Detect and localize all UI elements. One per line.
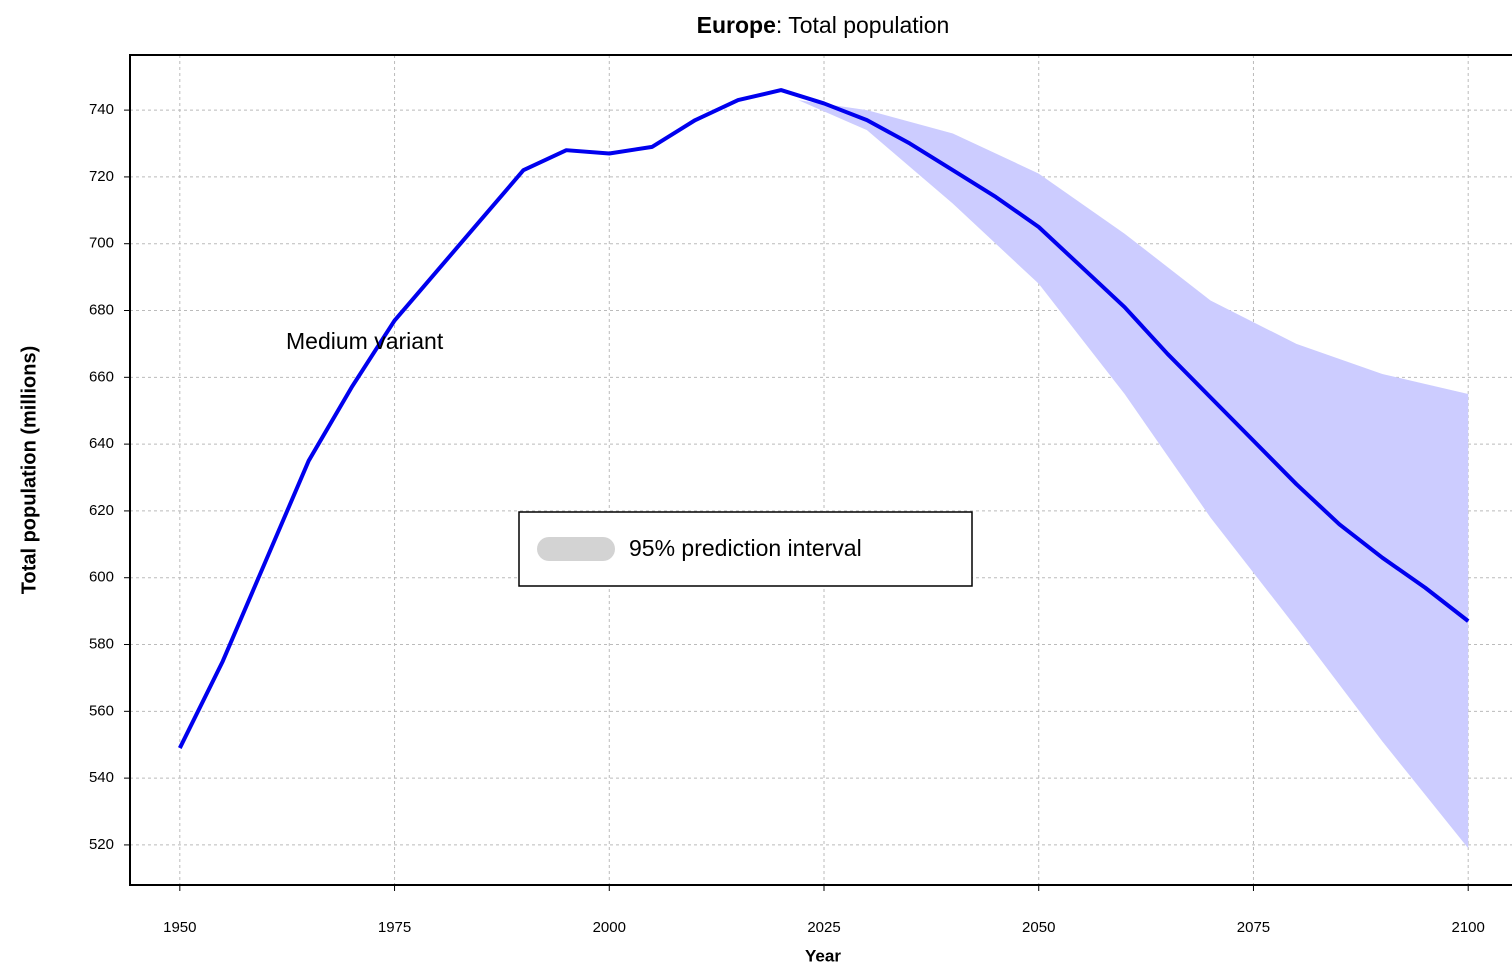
x-tick-label: 2025: [807, 919, 840, 936]
y-tick-label: 660: [89, 368, 114, 385]
x-axis-label: Year: [805, 946, 841, 965]
x-tick-label: 2000: [593, 919, 626, 936]
marks: [178, 88, 1470, 849]
y-tick-label: 740: [89, 101, 114, 118]
y-tick-label: 540: [89, 769, 114, 786]
y-tick-label: 580: [89, 635, 114, 652]
x-tick-label: 2075: [1237, 919, 1270, 936]
y-tick-label: 720: [89, 168, 114, 185]
y-tick-label: 600: [89, 569, 114, 586]
y-tick-label: 700: [89, 235, 114, 252]
title-bold: Europe: [697, 12, 776, 38]
chart-title: Europe: Total population: [697, 12, 950, 38]
y-tick-label: 640: [89, 435, 114, 452]
x-tick-label: 2100: [1452, 919, 1485, 936]
prediction-band: [798, 100, 1469, 849]
y-tick-label: 680: [89, 301, 114, 318]
x-tick-label: 1975: [378, 919, 411, 936]
plot-frame: [129, 54, 1512, 886]
y-tick-label: 560: [89, 702, 114, 719]
x-tick-label: 1950: [163, 919, 196, 936]
y-axis-label: Total population (millions): [18, 346, 40, 595]
y-tick-label: 620: [89, 502, 114, 519]
annotation: Medium variant: [286, 328, 444, 354]
x-tick-label: 2050: [1022, 919, 1055, 936]
y-tick-label: 520: [89, 836, 114, 853]
legend-label: 95% prediction interval: [629, 535, 862, 561]
title-rest: : Total population: [776, 12, 950, 38]
series-line: [178, 88, 1470, 749]
legend-swatch: [537, 537, 615, 561]
axes: 1950 1975 2000 2025 2050 2075 2100 520 540 560 580…: [89, 101, 1485, 936]
